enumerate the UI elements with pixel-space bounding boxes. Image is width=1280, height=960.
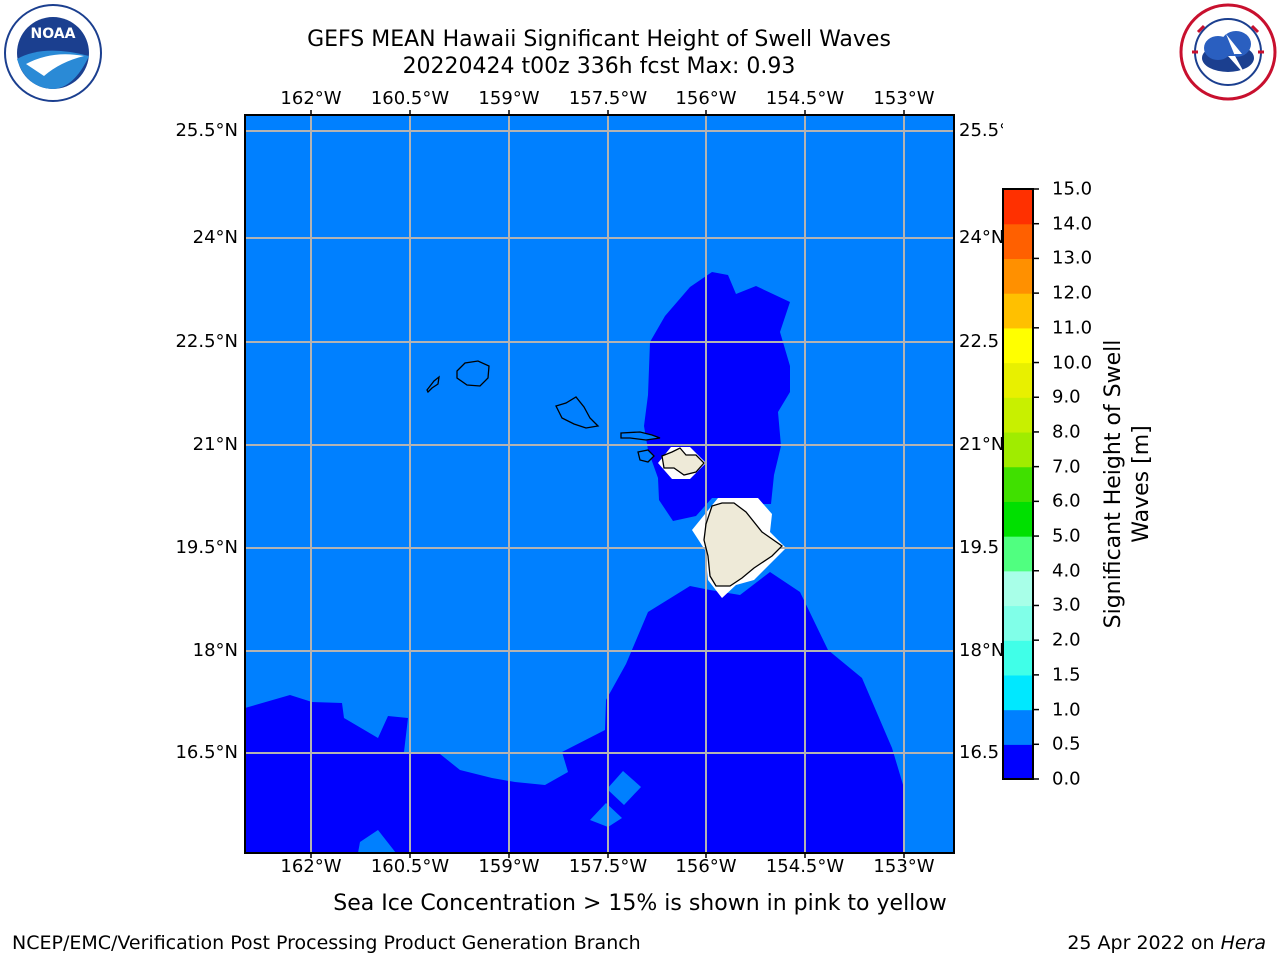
lat-label-left: 16.5°N (175, 742, 238, 763)
lat-label-left: 19.5°N (175, 537, 238, 558)
lat-label-left: 21°N (192, 434, 238, 455)
swell-patch (358, 830, 396, 853)
lon-label-top: 153°W (873, 88, 935, 109)
colorbar-tick-label: 0.5 (1052, 733, 1081, 755)
lon-label-bottom: 157.5°W (568, 856, 648, 877)
noaa-logo: NOAA (4, 4, 102, 102)
colorbar-tick-label: 13.0 (1052, 247, 1093, 269)
lat-label-right: 21°N (959, 434, 1003, 455)
footer-left: NCEP/EMC/Verification Post Processing Pr… (12, 932, 641, 954)
lon-label-top: 162°W (280, 88, 342, 109)
colorbar-tick-label: 1.5 (1052, 664, 1081, 686)
island-maui (661, 447, 705, 476)
swell-patch (590, 803, 622, 827)
island-kauai (456, 360, 490, 387)
lat-labels-right: 25.5°N 24°N 22.5 21°N 19.5 18°N 16.5 (954, 115, 1003, 865)
island-oahu (555, 396, 600, 429)
island-hawaii (703, 502, 784, 587)
colorbar-segment (1003, 362, 1033, 398)
footer-date: 25 Apr 2022 on (1067, 932, 1221, 954)
colorbar-segment (1003, 293, 1033, 329)
lon-label-bottom: 153°W (873, 856, 935, 877)
colorbar-tick-label: 14.0 (1052, 213, 1093, 235)
colorbar-tick-label: 5.0 (1052, 525, 1081, 547)
colorbar-tick-label: 10.0 (1052, 352, 1093, 374)
colorbar-segment (1003, 640, 1033, 676)
colorbar-tick-label: 1.0 (1052, 699, 1081, 721)
lat-label-right: 25.5°N (959, 120, 1003, 141)
sea-ice-note: Sea Ice Concentration > 15% is shown in … (333, 891, 947, 916)
lon-label-bottom: 156°W (675, 856, 737, 877)
colorbar (1003, 188, 1039, 780)
colorbar-segment (1003, 674, 1033, 711)
colorbar-segment (1003, 397, 1033, 433)
colorbar-tick-label: 7.0 (1052, 456, 1081, 478)
colorbar-segment (1003, 189, 1033, 225)
footer-machine: Hera (1220, 932, 1266, 954)
colorbar-tick-label: 9.0 (1052, 386, 1081, 408)
colorbar-segment (1003, 744, 1033, 780)
footer-right: 25 Apr 2022 on Hera (1067, 932, 1266, 954)
graticule (245, 115, 954, 853)
lon-label-bottom: 160.5°W (370, 856, 450, 877)
colorbar-label-line2: Waves [m] (1129, 425, 1154, 543)
lat-label-left: 22.5°N (175, 331, 238, 352)
colorbar-segment (1003, 536, 1033, 572)
lon-label-top: 160.5°W (370, 88, 450, 109)
colorbar-tick-label: 12.0 (1052, 282, 1093, 304)
colorbar-segment (1003, 570, 1033, 607)
colorbar-segment (1003, 327, 1033, 364)
lon-label-bottom: 162°W (280, 856, 342, 877)
island-niihau (426, 375, 440, 394)
lat-label-right: 19.5 (959, 537, 1000, 558)
island-molokai (620, 431, 661, 441)
island-lanai (637, 449, 655, 463)
lon-label-bottom: 159°W (478, 856, 540, 877)
noaa-logo-text: NOAA (31, 26, 76, 42)
colorbar-segment (1003, 258, 1033, 294)
colorbar-segment (1003, 466, 1033, 502)
map-frame (244, 114, 955, 854)
colorbar-tick-label: 15.0 (1052, 178, 1093, 200)
footer-note-wrap: Sea Ice Concentration > 15% is shown in … (0, 891, 1280, 916)
lat-label-left: 25.5°N (175, 120, 238, 141)
lon-label-top: 154.5°W (765, 88, 845, 109)
colorbar-tick-label: 0.0 (1052, 768, 1081, 790)
colorbar-segment (1003, 709, 1033, 745)
nws-logo (1178, 2, 1278, 102)
colorbar-segment (1003, 501, 1033, 537)
swell-patch (607, 771, 641, 805)
colorbar-tick-label: 2.0 (1052, 629, 1081, 651)
colorbar-tick-label: 3.0 (1052, 594, 1081, 616)
lon-label-top: 159°W (478, 88, 540, 109)
colorbar-segment (1003, 223, 1033, 260)
lat-label-right: 22.5 (959, 331, 1000, 352)
lat-label-left: 24°N (192, 227, 238, 248)
colorbar-tick-label: 6.0 (1052, 490, 1081, 512)
lon-label-top: 156°W (675, 88, 737, 109)
colorbar-segment (1003, 605, 1033, 641)
lon-label-bottom: 154.5°W (765, 856, 845, 877)
map-subtitle: 20220424 t00z 336h fcst Max: 0.93 (402, 54, 796, 79)
colorbar-label-line1: Significant Height of Swell (1101, 339, 1126, 629)
colorbar-tick-label: 8.0 (1052, 421, 1081, 443)
lon-label-top: 157.5°W (568, 88, 648, 109)
lat-label-left: 18°N (192, 640, 238, 661)
colorbar-frame (1002, 188, 1034, 780)
lat-label-right: 16.5 (959, 742, 1000, 763)
lat-label-right: 24°N (959, 227, 1003, 248)
colorbar-segment (1003, 431, 1033, 468)
lat-label-right: 18°N (959, 640, 1003, 661)
colorbar-tick-label: 11.0 (1052, 317, 1093, 339)
colorbar-tick-label: 4.0 (1052, 560, 1081, 582)
map-title: GEFS MEAN Hawaii Significant Height of S… (307, 27, 891, 52)
